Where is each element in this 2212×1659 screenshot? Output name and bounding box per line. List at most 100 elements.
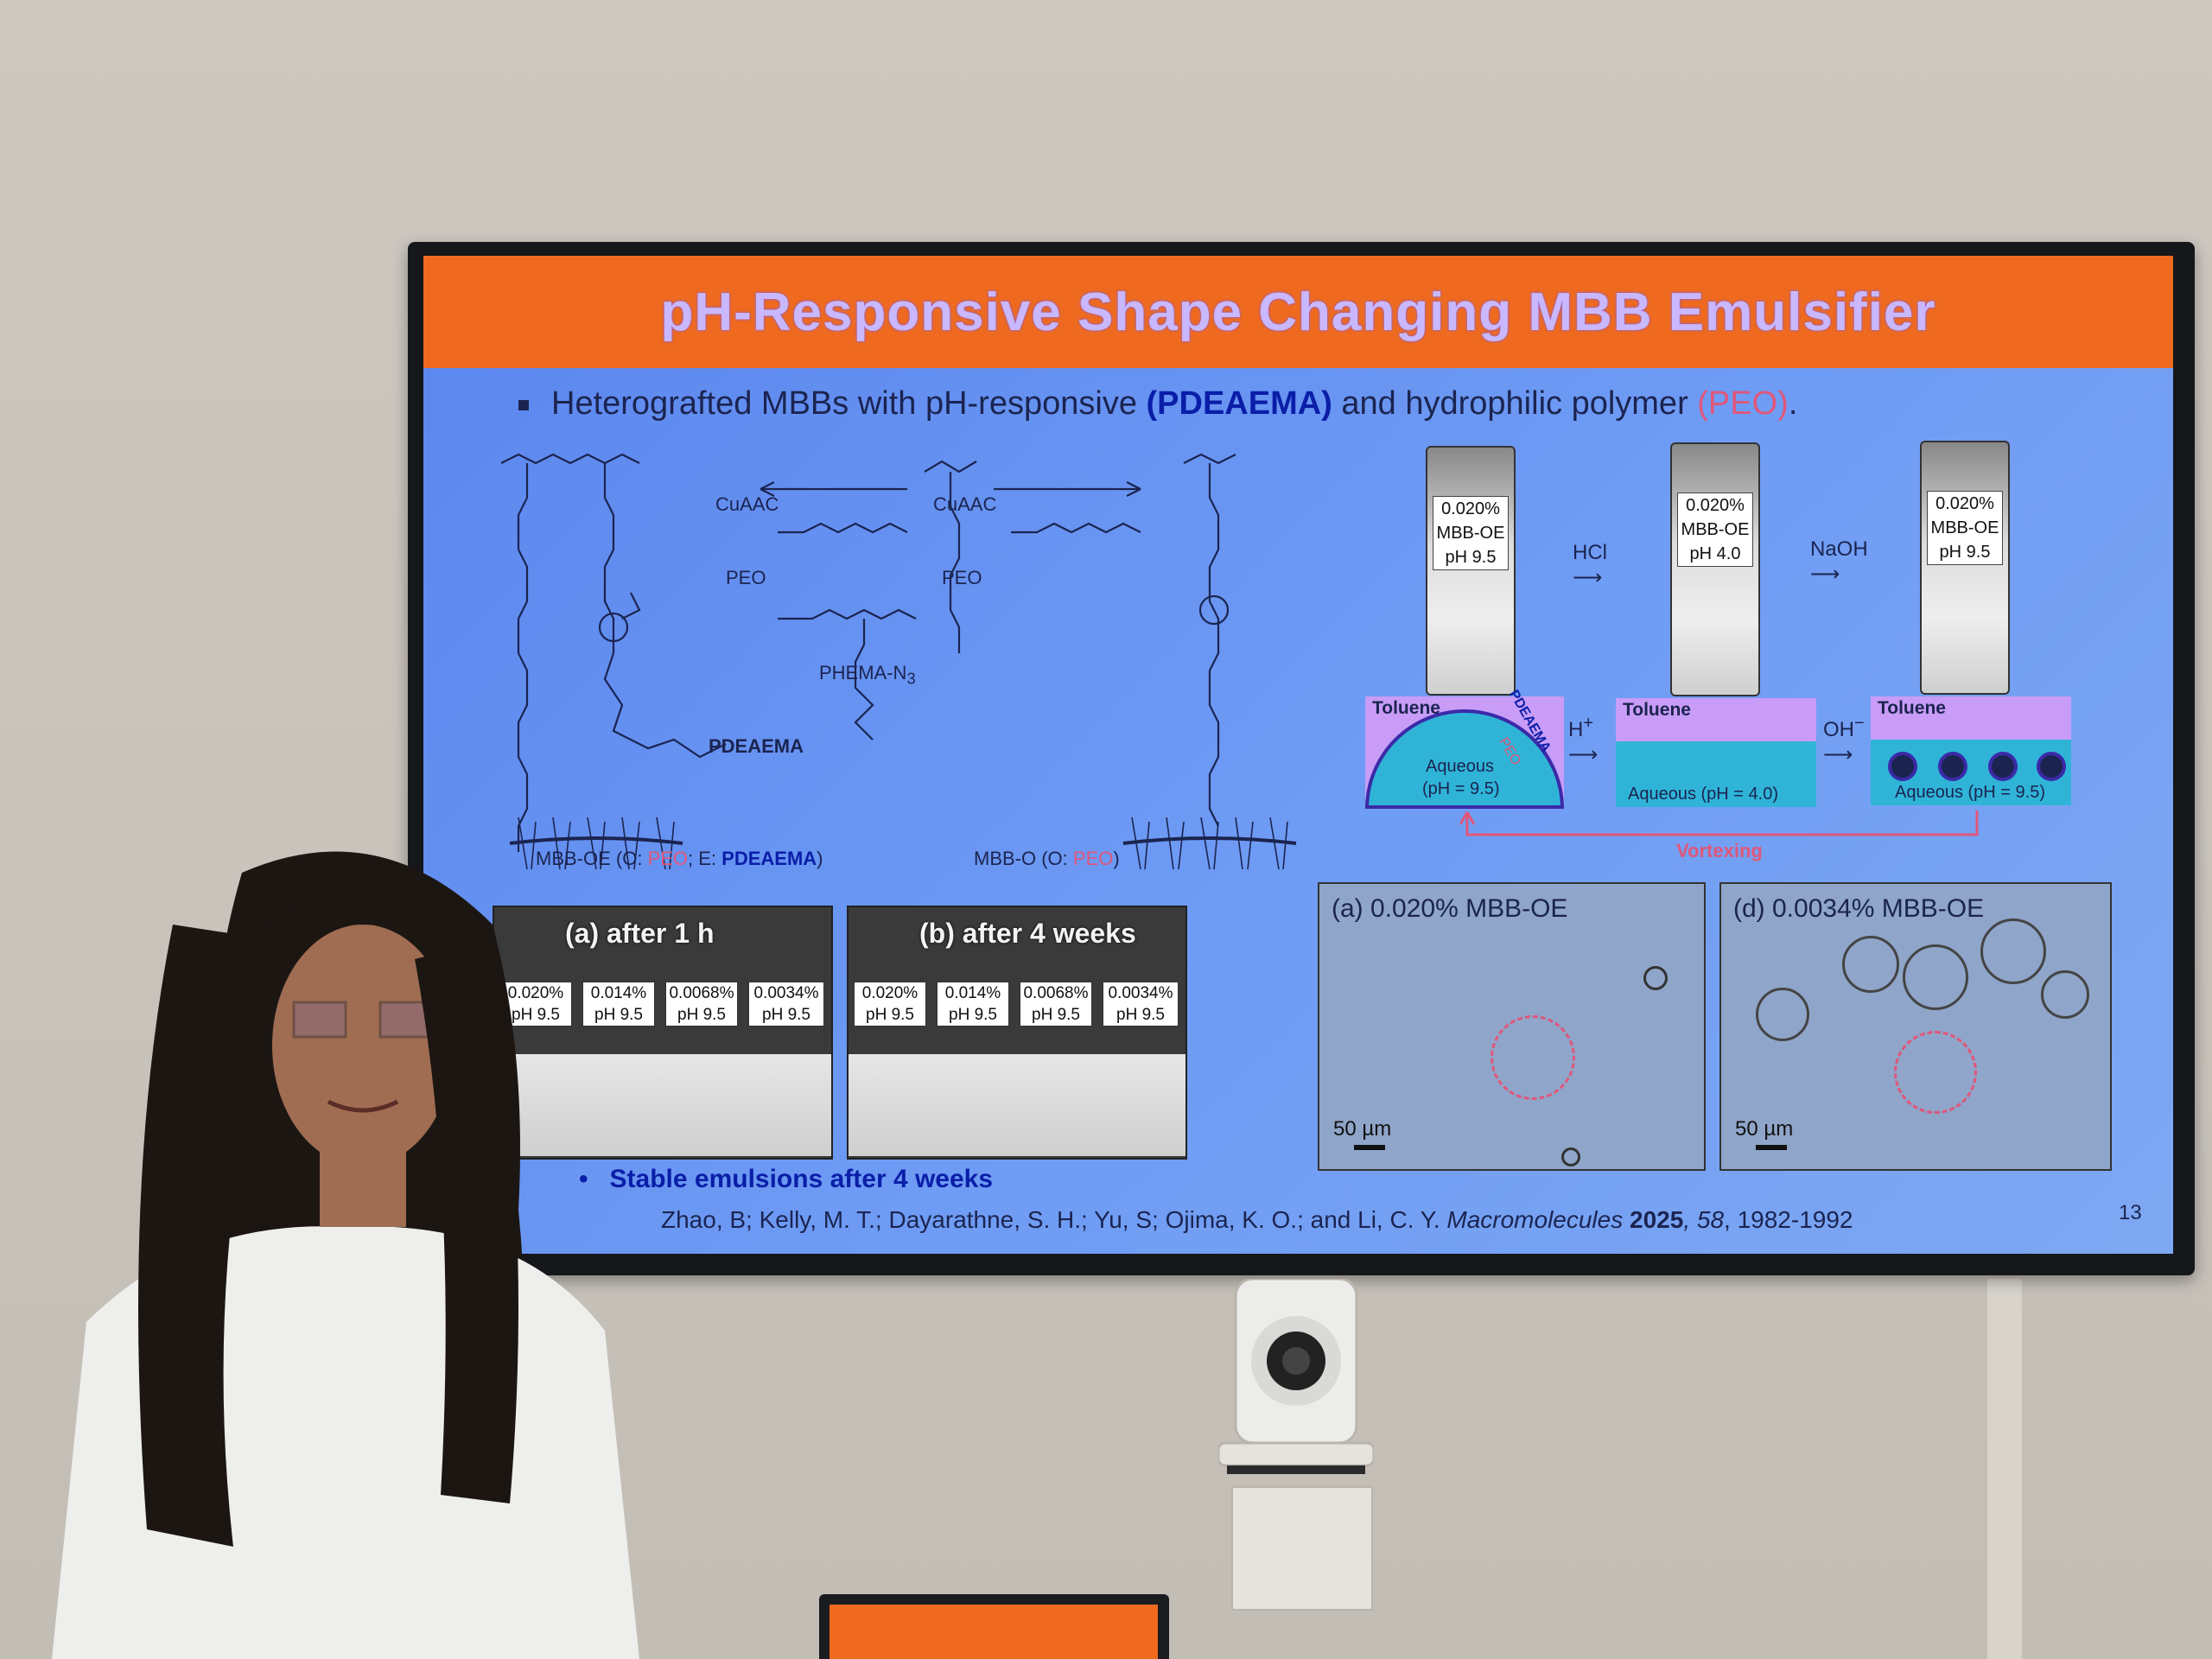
strip-a-vial-4-conc: 0.0034%: [753, 984, 819, 1002]
strip-a-vial-3-ph: pH 9.5: [677, 1006, 726, 1024]
mbb-oe-caption: MBB-OE (O: PEO; E: PDEAEMA): [536, 848, 823, 870]
micrograph-d-scale-label: 50 µm: [1735, 1117, 1794, 1141]
oh-minus-sup: −: [1854, 714, 1865, 733]
photo-strip-b: (b) after 4 weeks 0.020% pH 9.5 0.014% pH …: [847, 906, 1187, 1160]
peo-left-label: PEO: [726, 567, 766, 588]
citation: Zhao, B; Kelly, M. T.; Dayarathne, S. H.…: [661, 1206, 1853, 1234]
micrograph-a-title: (a) 0.020% MBB-OE: [1332, 894, 1568, 923]
toluene-label-2: Toluene: [1623, 700, 1691, 720]
strip-a-vial-2-ph: pH 9.5: [594, 1006, 643, 1024]
arrow-oh-minus-icon: ⟶: [1823, 743, 1853, 766]
micrograph-a: (a) 0.020% MBB-OE 50 µm: [1318, 882, 1706, 1171]
vial-top-2-line2: MBB-OE: [1681, 520, 1750, 539]
strip-b-vial-1-conc: 0.020%: [861, 984, 918, 1002]
bullet-text-1: Heterografted MBBs with pH-responsive: [551, 385, 1147, 422]
cuaac-right-label: CuAAC: [933, 493, 997, 515]
strip-a-vial-3-conc: 0.0068%: [669, 984, 734, 1002]
vial-top-1-line3: pH 9.5: [1445, 548, 1497, 567]
slide-title: pH-Responsive Shape Changing MBB Emulsif…: [660, 282, 1936, 342]
micelle-icon-2: [1938, 752, 1967, 781]
slide-title-bar: pH-Responsive Shape Changing MBB Emulsif…: [423, 256, 2173, 368]
phema-text: PHEMA-N: [819, 662, 907, 683]
vortexing-label: Vortexing: [1676, 840, 1763, 861]
strip-b-vial-4-ph: pH 9.5: [1116, 1006, 1165, 1024]
arrow-h-plus: H+ ⟶: [1568, 714, 1598, 767]
slide-page-number: 13: [2119, 1201, 2142, 1224]
vortexing-arrow: [1460, 810, 1979, 836]
micrograph-d-scalebar: 50 µm: [1735, 1117, 1793, 1150]
micrograph-d-scale-bar: [1756, 1145, 1787, 1150]
bullet-peo: (PEO): [1697, 385, 1789, 422]
schematic-box-ph95b: Toluene Aqueous (pH = 9.5): [1871, 696, 2071, 805]
mbb-oe-pdeaema: PDEAEMA: [721, 848, 817, 869]
vial-top-2-tag: 0.020% MBB-OE pH 4.0: [1677, 493, 1753, 567]
wall-outlet: [1231, 1486, 1373, 1611]
vial-top-1-tag: 0.020% MBB-OE pH 9.5: [1433, 496, 1509, 570]
mbb-oe-prefix: MBB-OE (O:: [536, 848, 648, 869]
aqueous-label-2: Aqueous (pH = 4.0): [1628, 785, 1778, 804]
micelle-icon-4: [2037, 752, 2066, 781]
presenter-figure: [52, 851, 639, 1659]
mbb-o-prefix: MBB-O (O:: [974, 848, 1073, 869]
strip-a-vial-1-ph: pH 9.5: [512, 1006, 560, 1024]
h-plus-text: H: [1568, 718, 1584, 741]
aqueous-label-1: Aqueous: [1426, 757, 1494, 776]
aqueous-label-3: Aqueous (pH = 9.5): [1895, 783, 2045, 802]
mbb-o-suffix: ): [1113, 848, 1120, 869]
schematic-box-ph95: Toluene Aqueous (pH = 9.5) PDEAEMA PEO: [1365, 688, 1564, 809]
oh-minus-text: OH: [1823, 718, 1854, 741]
vial-top-3-tag: 0.020% MBB-OE pH 9.5: [1927, 491, 2003, 565]
strip-a-vial-3: 0.0068% pH 9.5: [665, 982, 738, 1027]
citation-authors: Zhao, B; Kelly, M. T.; Dayarathne, S. H.…: [661, 1206, 1447, 1233]
strip-a-vial-4-ph: pH 9.5: [762, 1006, 810, 1024]
schematic-box-ph40: Toluene Aqueous (pH = 4.0): [1616, 698, 1816, 807]
strip-b-vial-3: 0.0068% pH 9.5: [1020, 982, 1092, 1027]
micelle-icon-3: [1988, 752, 2018, 781]
micrograph-d-bubble-3: [1980, 918, 2046, 984]
micrograph-d-highlight-circle: [1894, 1031, 1977, 1114]
vial-top-3-line2: MBB-OE: [1930, 518, 1999, 537]
micrograph-a-highlight-circle: [1491, 1015, 1575, 1100]
strip-a-liquid: [494, 1054, 831, 1156]
micrograph-a-scale-bar: [1354, 1145, 1385, 1150]
vial-top-3-line3: pH 9.5: [1939, 543, 1991, 562]
bullet-text-2: and hydrophilic polymer: [1332, 385, 1698, 422]
strip-b-vial-1: 0.020% pH 9.5: [854, 982, 926, 1027]
strip-a-title: (a) after 1 h: [565, 918, 715, 949]
mbb-o-caption: MBB-O (O: PEO): [974, 848, 1120, 870]
laptop-screen: [830, 1605, 1158, 1659]
strip-b-vial-3-conc: 0.0068%: [1023, 984, 1089, 1002]
bullet-text-3: .: [1788, 385, 1798, 422]
citation-pages: , 1982-1992: [1724, 1206, 1853, 1233]
micrograph-d: (d) 0.0034% MBB-OE 50 µm: [1719, 882, 2112, 1171]
strip-b-liquid: [849, 1054, 1185, 1156]
photo-strip-a: (a) after 1 h 0.020% pH 9.5 0.014% pH 9.5 …: [493, 906, 833, 1160]
micrograph-a-droplet-2: [1561, 1147, 1580, 1166]
vial-top-2: 0.020% MBB-OE pH 4.0: [1670, 442, 1760, 696]
micrograph-d-title: (d) 0.0034% MBB-OE: [1733, 894, 1985, 923]
strip-b-vial-2-ph: pH 9.5: [949, 1006, 997, 1024]
micrograph-d-bubble-4: [2041, 970, 2089, 1019]
toluene-layer-3: [1871, 696, 2071, 740]
phema-subscript: 3: [906, 669, 916, 688]
arrow-h-plus-icon: ⟶: [1568, 743, 1599, 766]
toluene-label-1: Toluene: [1372, 698, 1440, 718]
strip-a-vial-1: 0.020% pH 9.5: [499, 982, 572, 1027]
ph-label-1: (pH = 9.5): [1422, 779, 1500, 798]
peo-right-label: PEO: [942, 567, 982, 588]
slide-bullet: Heterografted MBBs with pH-responsive (P…: [518, 385, 1797, 423]
note-text: Stable emulsions after 4 weeks: [609, 1165, 994, 1193]
citation-journal: Macromolecules: [1446, 1206, 1624, 1233]
vial-top-1: 0.020% MBB-OE pH 9.5: [1426, 446, 1516, 696]
laptop: [819, 1594, 1169, 1659]
strip-b-vial-2: 0.014% pH 9.5: [937, 982, 1009, 1027]
toluene-label-3: Toluene: [1878, 698, 1946, 718]
vial-top-2-line3: pH 4.0: [1689, 544, 1741, 563]
bullet-marker: [518, 399, 529, 410]
arrow-oh-minus-label: OH−: [1823, 714, 1865, 742]
strip-a-vial-1-conc: 0.020%: [507, 984, 564, 1002]
presentation-slide: pH-Responsive Shape Changing MBB Emulsif…: [423, 256, 2173, 1254]
micrograph-d-bubble-1: [1842, 936, 1899, 993]
micrograph-a-scale-label: 50 µm: [1333, 1117, 1392, 1141]
micrograph-d-bubble-5: [1756, 988, 1809, 1041]
